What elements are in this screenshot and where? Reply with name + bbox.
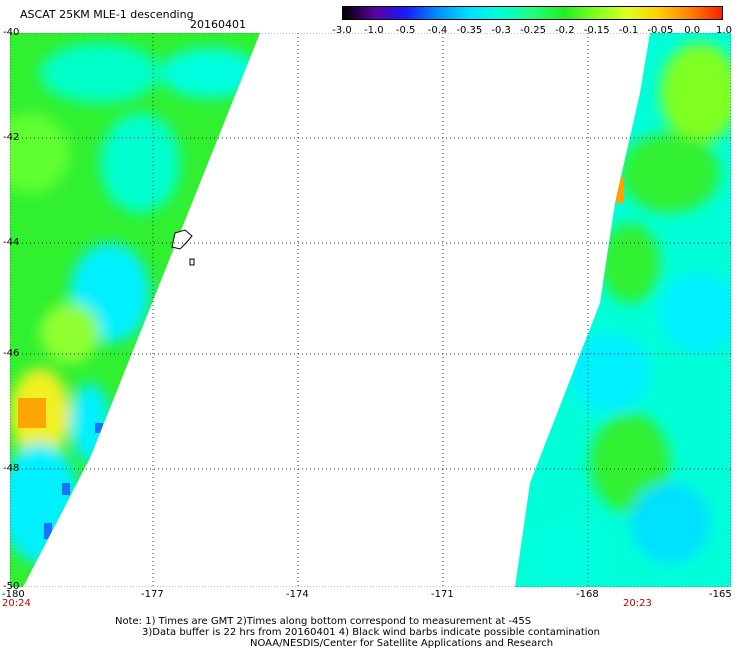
lat-tick-label: -44 bbox=[3, 237, 20, 248]
note-line-2: 3)Data buffer is 22 hrs from 20160401 4)… bbox=[142, 627, 600, 638]
colorbar-label: -0.4 bbox=[427, 25, 448, 36]
lat-tick-label: -50 bbox=[3, 581, 20, 592]
plot-title: ASCAT 25KM MLE-1 descending bbox=[20, 8, 194, 21]
colorbar-label: -0.25 bbox=[520, 25, 546, 36]
colorbar-label: -0.3 bbox=[491, 25, 511, 36]
island-outline bbox=[171, 229, 195, 266]
lon-tick-label: -174 bbox=[286, 589, 309, 600]
lon-tick-label: -168 bbox=[576, 589, 599, 600]
colorbar-labels: -3.0 -1.0 -0.5 -0.4 -0.35 -0.3 -0.25 -0.2 -0.15-… bbox=[330, 25, 732, 37]
lat-tick-label: -40 bbox=[3, 27, 20, 38]
lat-tick-label: -42 bbox=[3, 132, 20, 143]
lat-tick-label: -48 bbox=[3, 463, 20, 474]
lon-tick-label: -165 bbox=[709, 589, 732, 600]
lat-tick-label: -46 bbox=[3, 348, 20, 359]
colorbar-label: -3.0 bbox=[332, 25, 352, 36]
note-line-3: NOAA/NESDIS/Center for Satellite Applica… bbox=[250, 638, 554, 649]
time-label: 20:23 bbox=[623, 598, 652, 609]
colorbar-label: -1.0 bbox=[364, 25, 384, 36]
lon-tick-label: -177 bbox=[141, 589, 164, 600]
colorbar-label: -0.05 bbox=[647, 25, 674, 36]
colorbar-label: -0.35 bbox=[456, 25, 483, 36]
colorbar-gradient bbox=[343, 7, 722, 19]
left-swath bbox=[10, 33, 260, 587]
lon-tick-label: -180 bbox=[2, 589, 25, 600]
colorbar-label: -0.1 bbox=[618, 25, 639, 36]
colorbar-label: 1.0 bbox=[716, 25, 732, 36]
lon-tick-label: -171 bbox=[431, 589, 454, 600]
right-swath bbox=[515, 33, 731, 587]
colorbar-label: -0.2 bbox=[555, 25, 575, 36]
graticule bbox=[10, 33, 731, 587]
colorbar-label: 0.0 bbox=[684, 25, 701, 36]
colorbar bbox=[342, 6, 723, 20]
colorbar-label: -0.5 bbox=[395, 25, 416, 36]
footnote: Note: 1) Times are GMT 2)Times along bot… bbox=[115, 616, 715, 649]
note-line-1: Note: 1) Times are GMT 2)Times along bot… bbox=[115, 616, 532, 627]
time-label: 20:24 bbox=[2, 598, 31, 609]
plot-date: 20160401 bbox=[190, 18, 246, 31]
colorbar-label: -0.15 bbox=[583, 25, 610, 36]
swath-map bbox=[10, 33, 731, 587]
